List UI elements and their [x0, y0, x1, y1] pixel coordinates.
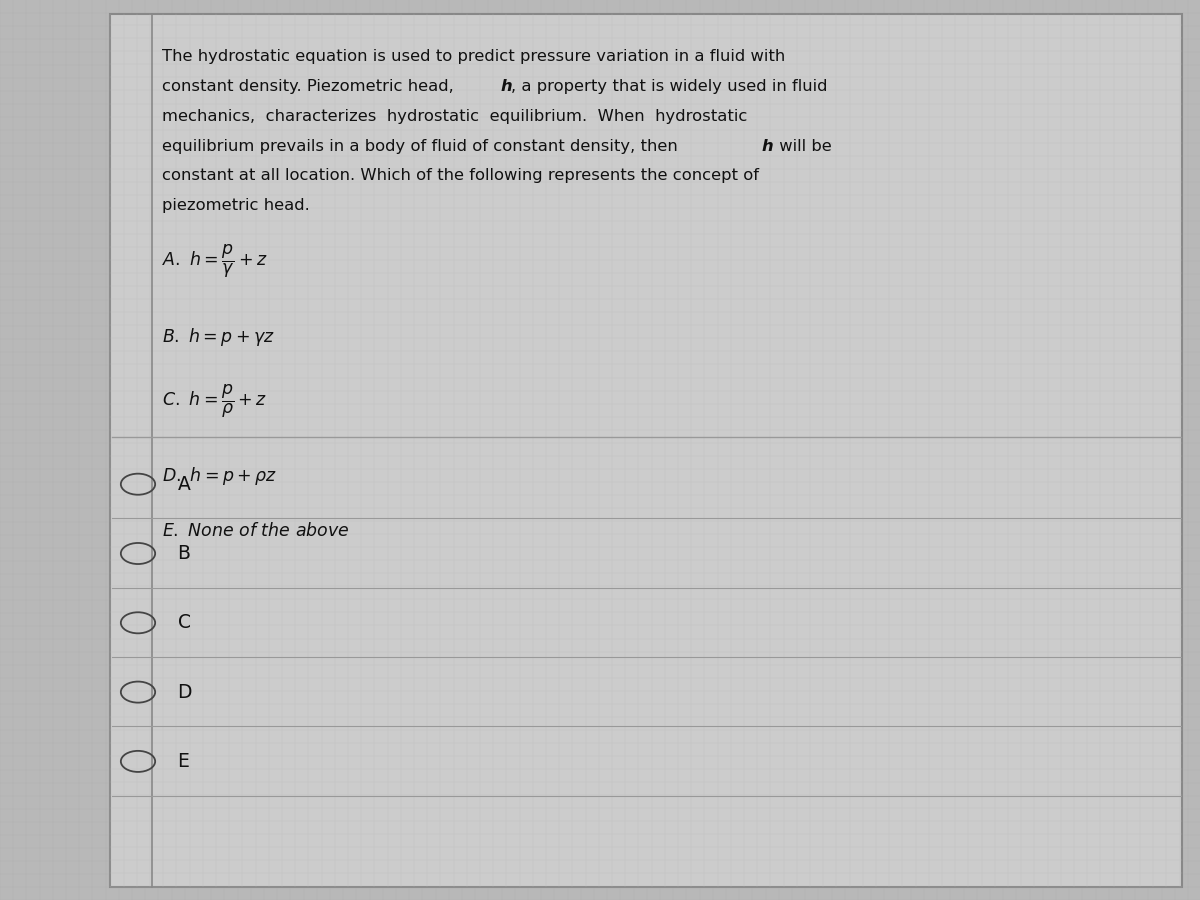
Text: $\mathit{A.}\ \mathit{h} = \dfrac{p}{\gamma} + z$: $\mathit{A.}\ \mathit{h} = \dfrac{p}{\ga… — [162, 243, 268, 280]
Text: The hydrostatic equation is used to predict pressure variation in a fluid with: The hydrostatic equation is used to pred… — [162, 50, 785, 65]
Text: constant density. Piezometric head,: constant density. Piezometric head, — [162, 79, 458, 94]
Text: piezometric head.: piezometric head. — [162, 198, 310, 213]
Text: equilibrium prevails in a body of fluid of constant density, then: equilibrium prevails in a body of fluid … — [162, 139, 683, 154]
Text: A: A — [178, 474, 191, 494]
Text: B: B — [178, 544, 191, 563]
Text: constant at all location. Which of the following represents the concept of: constant at all location. Which of the f… — [162, 168, 760, 184]
Text: $\mathit{E.\ None\ of\ the\ above}$: $\mathit{E.\ None\ of\ the\ above}$ — [162, 522, 349, 540]
Text: will be: will be — [774, 139, 832, 154]
Text: , a property that is widely used in fluid: , a property that is widely used in flui… — [511, 79, 828, 94]
Text: D: D — [178, 682, 192, 702]
Text: h: h — [500, 79, 512, 94]
Text: $\mathit{C.}\ \mathit{h} = \dfrac{p}{\rho} + z$: $\mathit{C.}\ \mathit{h} = \dfrac{p}{\rh… — [162, 382, 266, 419]
FancyBboxPatch shape — [110, 14, 1182, 886]
Text: C: C — [178, 613, 191, 633]
Text: mechanics,  characterizes  hydrostatic  equilibrium.  When  hydrostatic: mechanics, characterizes hydrostatic equ… — [162, 109, 748, 124]
Text: $\mathit{D.}\ \mathit{h} = p + \rho z$: $\mathit{D.}\ \mathit{h} = p + \rho z$ — [162, 465, 277, 487]
Text: $\mathit{B.}\ \mathit{h} = p + \gamma z$: $\mathit{B.}\ \mathit{h} = p + \gamma z$ — [162, 326, 275, 347]
Text: h: h — [762, 139, 774, 154]
Text: E: E — [178, 752, 190, 771]
